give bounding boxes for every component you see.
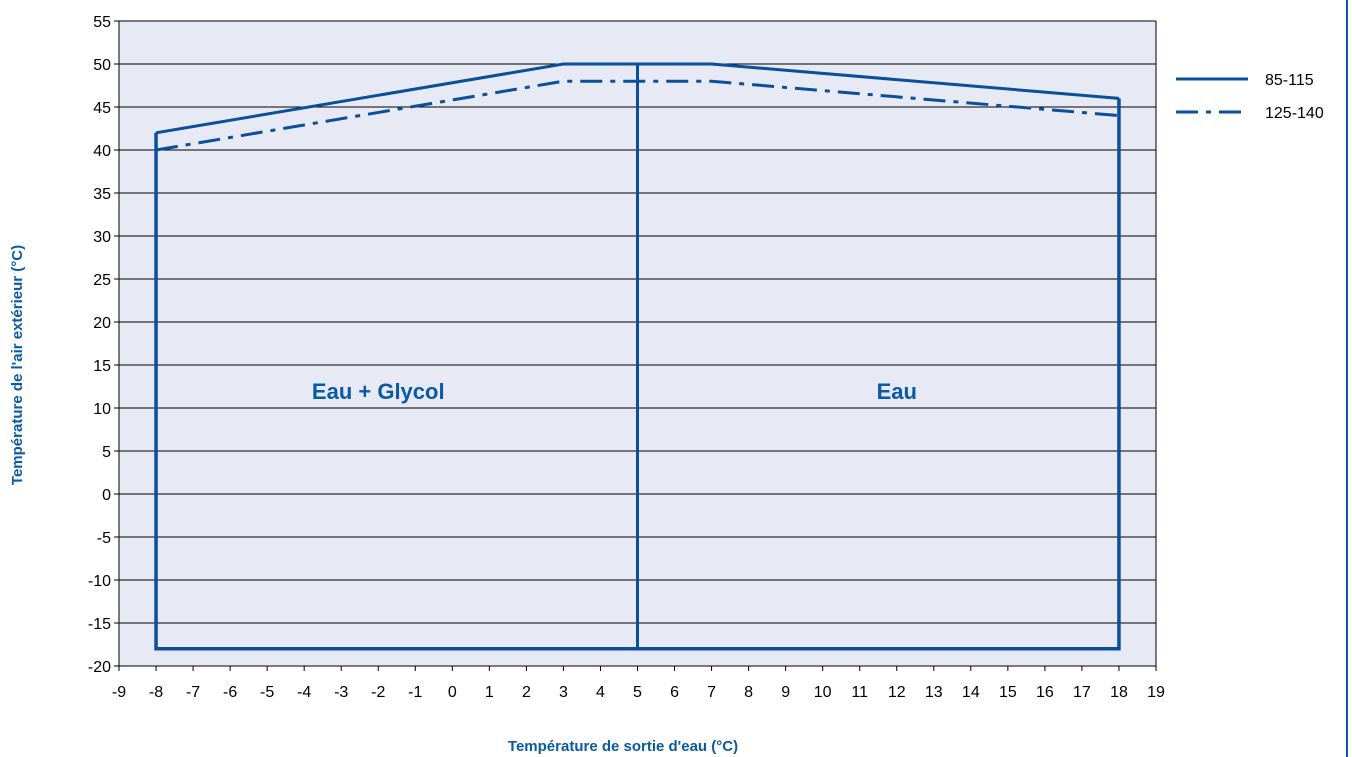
y-tick-label: 15	[93, 358, 111, 375]
x-tick-label: -2	[371, 684, 385, 701]
x-tick-label: 10	[814, 684, 832, 701]
legend: 85-115 125-140	[1176, 72, 1324, 122]
series-lines	[154, 62, 1121, 651]
axes	[118, 20, 1157, 667]
y-tick-label: 45	[93, 100, 111, 117]
x-tick-label: 7	[707, 684, 716, 701]
x-tick-label: 19	[1147, 684, 1165, 701]
y-tick-label: -5	[97, 530, 111, 547]
y-tick-label: 55	[93, 14, 111, 31]
x-tick-label: -9	[112, 684, 126, 701]
x-tick-label: 12	[888, 684, 906, 701]
region-label: Eau + Glycol	[312, 379, 445, 404]
x-tick-label: -3	[334, 684, 348, 701]
x-tick-label: -6	[223, 684, 237, 701]
x-tick-label: 0	[448, 684, 457, 701]
y-tick-label: 0	[102, 487, 111, 504]
x-tick-label: 1	[485, 684, 494, 701]
y-tick-label: 30	[93, 229, 111, 246]
y-tick-label: 5	[102, 444, 111, 461]
x-tick-label: 13	[925, 684, 943, 701]
x-tick-label: -4	[297, 684, 311, 701]
y-tick-label: 35	[93, 186, 111, 203]
x-tick-label: 11	[851, 684, 868, 701]
x-tick-label: -1	[408, 684, 422, 701]
x-tick-label: 16	[1036, 684, 1054, 701]
region-labels: Eau + Glycol Eau	[312, 379, 917, 404]
x-tick-label: 8	[744, 684, 753, 701]
x-tick-label: 6	[670, 684, 679, 701]
x-tick-label: 5	[633, 684, 642, 701]
y-tick-label: -20	[88, 659, 111, 676]
x-tick-label: -7	[186, 684, 200, 701]
region-label: Eau	[877, 379, 917, 404]
y-tick-label: 50	[93, 57, 111, 74]
x-tick-label: 18	[1110, 684, 1128, 701]
x-tick-label: 14	[962, 684, 980, 701]
y-tick-label: -10	[88, 573, 111, 590]
x-tick-label: -8	[149, 684, 163, 701]
x-tick-label: 9	[781, 684, 790, 701]
page-edge-rule	[1346, 0, 1348, 757]
legend-label: 125-140	[1265, 105, 1324, 122]
y-tick-label: -15	[88, 616, 111, 633]
x-axis-title: Température de sortie d'eau (°C)	[508, 738, 738, 755]
x-tick-label: 17	[1073, 684, 1091, 701]
x-tick-label: 15	[999, 684, 1017, 701]
series-line-125-140	[155, 79, 1120, 152]
legend-label: 85-115	[1265, 72, 1314, 89]
x-tick-label: 4	[596, 684, 605, 701]
y-tick-label: 40	[93, 143, 111, 160]
y-axis-title: Température de l'air extérieur (°C)	[9, 245, 26, 485]
x-tick-label: 3	[559, 684, 568, 701]
y-tick-label: 20	[93, 315, 111, 332]
x-tick-labels: -9 -8 -7 -6 -5 -4 -3 -2 -1 0 1 2 3 4 5 6 7 8 9 10 11 12 13 14 15…	[112, 666, 1165, 701]
y-tick-label: 10	[93, 401, 111, 418]
x-tick-label: 2	[522, 684, 531, 701]
x-tick-label: -5	[260, 684, 274, 701]
y-tick-label: 25	[93, 272, 111, 289]
series-line-85-115	[155, 62, 1120, 135]
